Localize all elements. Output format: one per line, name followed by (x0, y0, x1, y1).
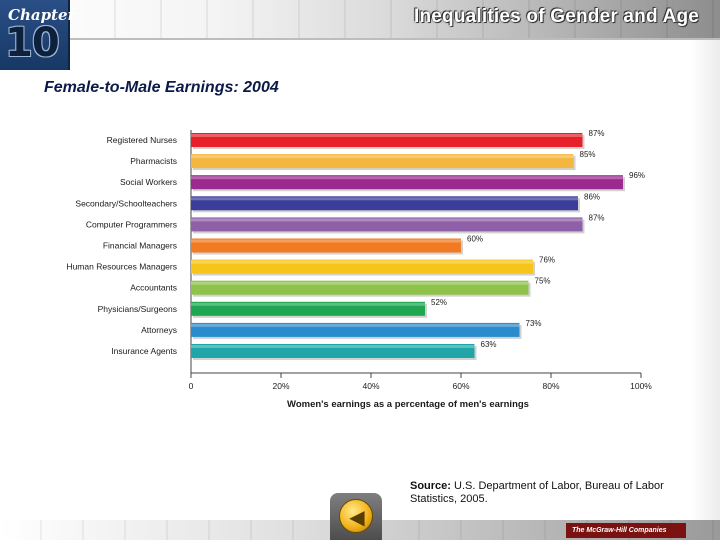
value-label: 73% (526, 319, 542, 328)
bar (191, 280, 529, 295)
category-label: Physicians/Surgeons (98, 304, 177, 314)
bar-highlight (191, 176, 623, 180)
bar (191, 196, 578, 211)
bar (191, 175, 623, 190)
category-label: Attorneys (141, 325, 177, 335)
value-label: 76% (539, 256, 555, 265)
chart-title: Female-to-Male Earnings: 2004 (44, 79, 279, 96)
bar-highlight (191, 302, 425, 306)
slide-header: Chapter 10 Inequalities of Gender and Ag… (0, 0, 720, 70)
chapter-badge: Chapter 10 (0, 0, 75, 70)
value-label: 60% (467, 235, 483, 244)
value-label: 87% (589, 213, 605, 222)
value-label: 85% (580, 150, 596, 159)
bar-highlight (191, 323, 520, 327)
chapter-title: Inequalities of Gender and Age (414, 6, 700, 27)
x-tick-label: 40% (362, 381, 379, 391)
back-button-face[interactable]: ◀ (339, 499, 373, 533)
value-label: 96% (629, 171, 645, 180)
header-stripes (70, 0, 720, 38)
x-tick-label: 60% (452, 381, 469, 391)
value-label: 52% (431, 298, 447, 307)
right-edge-shade (690, 40, 720, 520)
x-tick-label: 100% (630, 381, 652, 391)
x-tick-label: 0 (189, 381, 194, 391)
bar-highlight (191, 134, 583, 137)
bar (191, 154, 574, 169)
x-axis-title: Women's earnings as a percentage of men'… (287, 399, 529, 410)
bar (191, 344, 475, 358)
value-label: 87% (589, 129, 605, 138)
bar-highlight (191, 239, 461, 243)
category-label: Secondary/Schoolteachers (75, 198, 177, 208)
back-arrow-icon: ◀ (349, 505, 365, 529)
category-label: Registered Nurses (107, 135, 177, 145)
category-label: Pharmacists (130, 156, 177, 166)
bar-highlight (191, 260, 533, 264)
bar-highlight (191, 345, 475, 348)
chapter-label: Chapter (8, 6, 76, 24)
bar-highlight (191, 155, 574, 159)
category-label: Insurance Agents (111, 346, 177, 356)
source-note: Source: U.S. Department of Labor, Bureau… (410, 480, 680, 506)
bar (191, 133, 583, 147)
bar-highlight (191, 218, 583, 222)
category-label: Accountants (130, 283, 177, 293)
category-label: Financial Managers (103, 241, 177, 251)
back-button[interactable]: ◀ (330, 493, 382, 540)
bar-highlight (191, 281, 529, 285)
publisher-logo: The McGraw-Hill Companies (566, 523, 686, 538)
bar (191, 301, 425, 316)
x-tick-label: 20% (272, 381, 289, 391)
source-label: Source: (410, 480, 451, 492)
category-label: Human Resources Managers (66, 262, 177, 272)
value-label: 86% (584, 192, 600, 201)
source-text: U.S. Department of Labor, Bureau of Labo… (410, 480, 664, 505)
bar (191, 259, 533, 274)
bar (191, 322, 520, 337)
header-band (0, 0, 720, 38)
value-label: 63% (481, 340, 497, 349)
bar (191, 238, 461, 253)
header-divider (70, 38, 720, 40)
chapter-number: 10 (5, 20, 60, 66)
category-label: Social Workers (120, 177, 177, 187)
bar-highlight (191, 197, 578, 201)
bar (191, 217, 583, 232)
value-label: 75% (535, 277, 551, 286)
category-label: Computer Programmers (86, 219, 177, 229)
x-tick-label: 80% (542, 381, 559, 391)
